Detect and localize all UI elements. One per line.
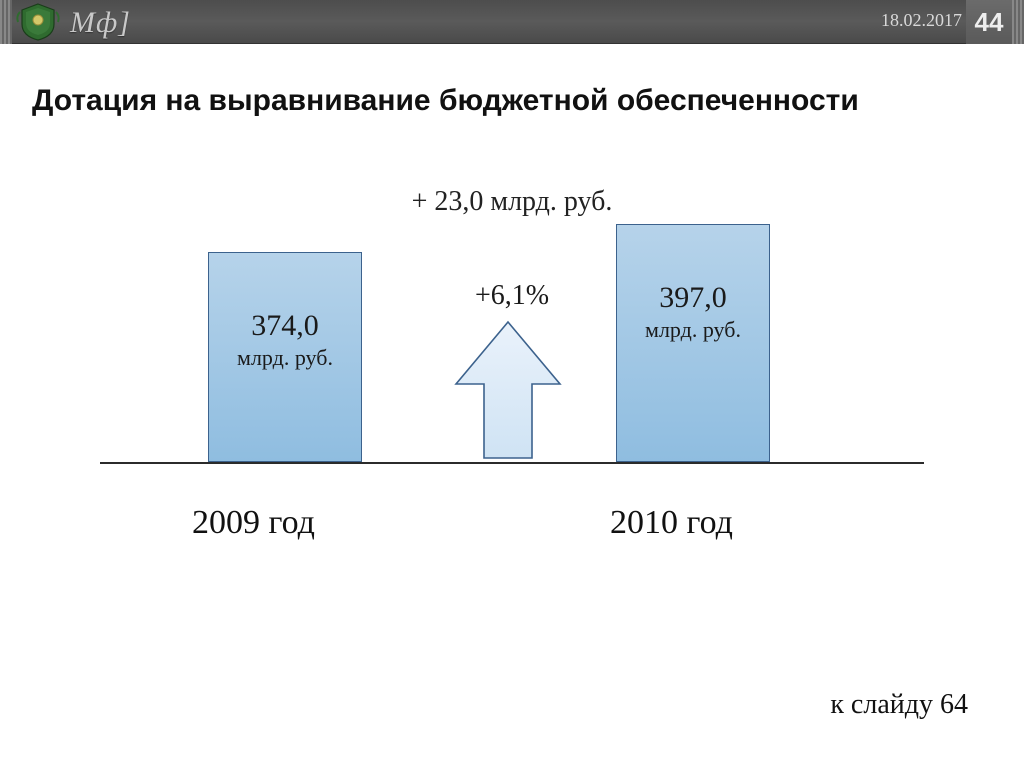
bar-2010-value: 397,0 [617, 281, 769, 315]
slide-date: 18.02.2017 [881, 10, 962, 31]
x-label-2009: 2009 год [192, 504, 315, 542]
footer-slide-link[interactable]: к слайду 64 [830, 689, 968, 721]
difference-label: + 23,0 млрд. руб. [0, 186, 1024, 218]
percent-change-label: +6,1% [432, 280, 592, 312]
bar-2009: 374,0 млрд. руб. [208, 252, 362, 462]
x-label-2010: 2010 год [610, 504, 733, 542]
emblem-icon [14, 2, 62, 42]
brand-text: Мф] [70, 6, 131, 40]
bar-2009-value: 374,0 [209, 309, 361, 343]
topbar-stripes-left [0, 0, 12, 44]
topbar-stripes-right [1012, 0, 1024, 44]
top-bar: Мф] 18.02.2017 44 [0, 0, 1024, 44]
arrow-up-icon [448, 318, 568, 462]
page-number-box: 44 [966, 0, 1012, 44]
bar-2009-unit: млрд. руб. [209, 345, 361, 371]
page-number: 44 [975, 7, 1004, 38]
slide-title: Дотация на выравнивание бюджетной обеспе… [32, 84, 992, 118]
bar-2010-unit: млрд. руб. [617, 317, 769, 343]
chart-baseline [100, 462, 924, 464]
bar-2010: 397,0 млрд. руб. [616, 224, 770, 462]
bar-chart: 374,0 млрд. руб. 397,0 млрд. руб. +6,1% [100, 224, 924, 484]
slide: Мф] 18.02.2017 44 Дотация на выравнивани… [0, 0, 1024, 767]
